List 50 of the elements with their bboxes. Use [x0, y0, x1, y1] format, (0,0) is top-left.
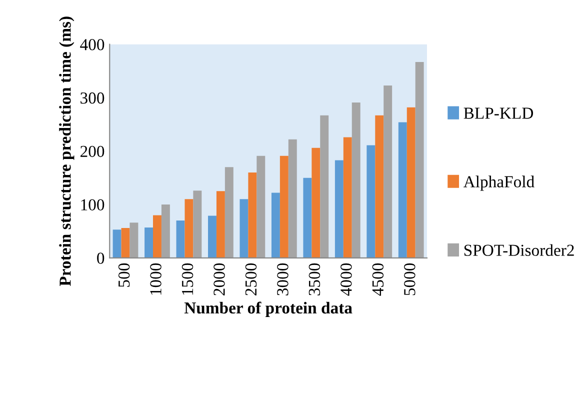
bar: [121, 228, 130, 258]
bar: [366, 145, 376, 258]
y-tick-label: 0: [97, 252, 104, 264]
bar: [280, 156, 288, 258]
bar: [334, 160, 344, 258]
x-tick-label: 4000: [340, 263, 352, 296]
bar: [130, 222, 138, 258]
bar: [153, 215, 162, 258]
bar: [193, 190, 202, 258]
bar: [398, 122, 407, 258]
y-tick-label: 100: [81, 199, 104, 210]
legend-label: BLP-KLD: [464, 108, 534, 119]
y-tick-label: 300: [80, 92, 104, 104]
bar: [384, 85, 392, 258]
bar: [303, 178, 312, 258]
legend-label: SPOT-Disorder2: [464, 244, 574, 256]
bar: [224, 167, 234, 258]
bar: [320, 115, 329, 258]
bar: [248, 172, 257, 258]
bar: [271, 192, 280, 258]
legend-label: AlphaFold: [463, 176, 534, 191]
bar: [343, 137, 352, 258]
bar: [352, 102, 360, 258]
bar: [256, 156, 266, 258]
bar: [415, 62, 424, 258]
bar: [288, 139, 297, 258]
bar: [406, 107, 416, 258]
y-tick-label: 200: [80, 146, 104, 158]
x-tick-label: 3500: [308, 263, 320, 296]
x-tick-label: 500: [118, 263, 130, 287]
bar: [216, 191, 225, 258]
x-tick-label: 1000: [150, 263, 162, 295]
y-tick-label: 400: [80, 39, 104, 50]
bar: [112, 230, 122, 258]
bar: [184, 199, 194, 258]
x-tick-label: 1500: [182, 263, 194, 295]
bar: [375, 115, 384, 258]
bar: [161, 204, 170, 258]
x-tick-label: 2000: [214, 263, 225, 296]
bar: [176, 220, 185, 258]
bar: [144, 227, 153, 258]
bar: [208, 216, 216, 258]
x-tick-label: 4500: [372, 263, 384, 296]
x-tick-label: 2500: [245, 263, 257, 296]
x-axis-title: Number of protein data: [184, 302, 352, 317]
y-axis-title: Protein structure prediction time (ms): [59, 16, 74, 286]
x-tick-label: 3000: [277, 263, 288, 296]
x-tick-label: 5000: [404, 263, 416, 296]
bar: [312, 148, 320, 258]
bar: [240, 199, 248, 258]
